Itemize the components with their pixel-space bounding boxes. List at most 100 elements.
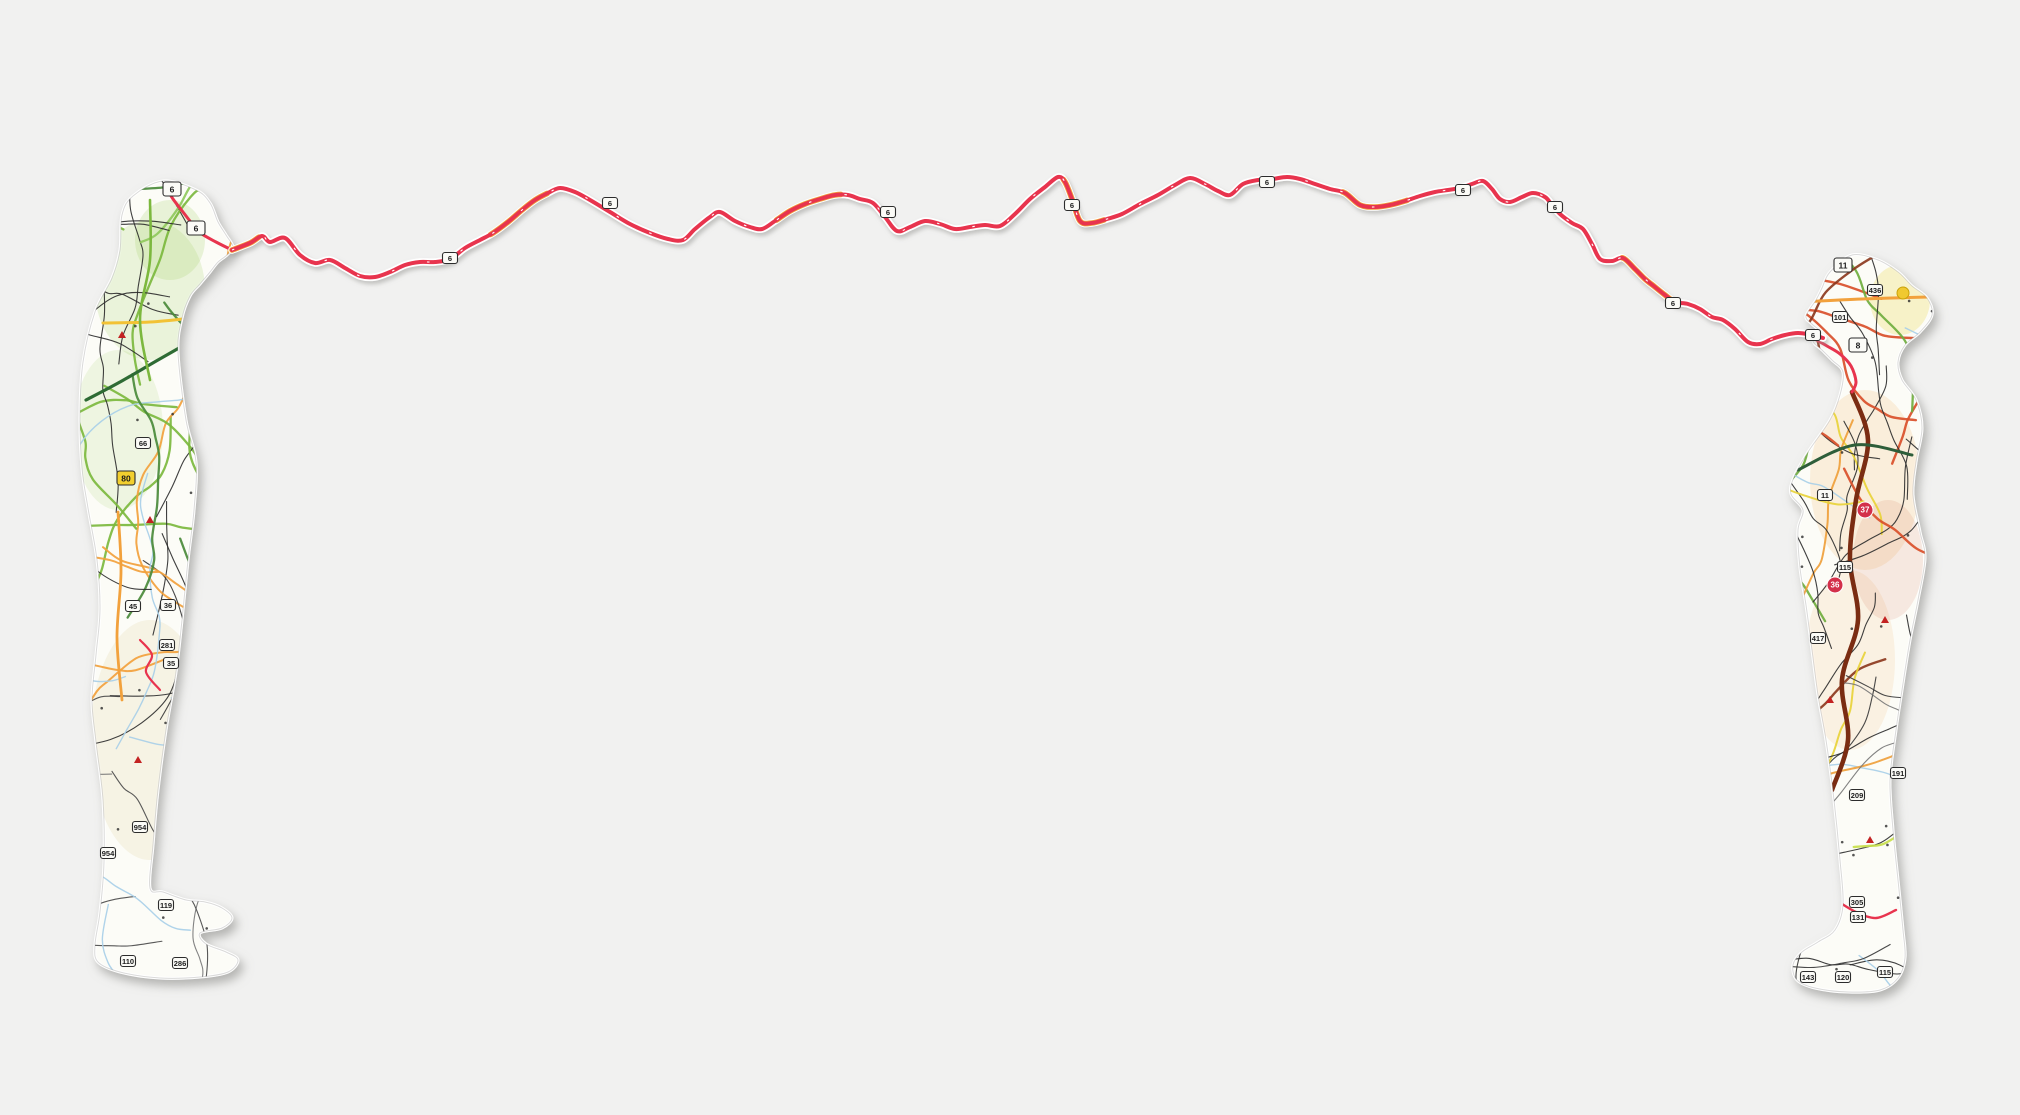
town-dot-icon xyxy=(1886,843,1889,847)
map-road xyxy=(203,285,239,406)
map-road xyxy=(1790,514,1833,649)
map-road xyxy=(1812,436,1913,603)
town-dot-icon xyxy=(1903,365,1906,369)
route-shield-label: 6 xyxy=(886,208,890,217)
route-shield: 281 xyxy=(158,638,176,652)
map-tint-area xyxy=(79,350,163,510)
route-shield: 286 xyxy=(171,956,189,970)
route-shield: 6 xyxy=(1664,296,1682,310)
right-figure-cut-edge xyxy=(1789,254,1933,993)
town-dot-icon xyxy=(161,916,165,919)
route-shield: 80 xyxy=(116,470,136,486)
map-road xyxy=(213,692,239,797)
map-road xyxy=(170,697,239,801)
map-road xyxy=(1790,894,1795,993)
map-road xyxy=(1886,991,1932,993)
map-road xyxy=(101,546,239,620)
map-road xyxy=(79,895,136,979)
route-shield-label: 6 xyxy=(1553,203,1557,212)
route-shield: 115 xyxy=(1876,965,1894,979)
map-road xyxy=(115,472,161,750)
route-shield-label: 45 xyxy=(129,602,137,611)
route-shield: 209 xyxy=(1848,788,1866,802)
map-road xyxy=(1915,949,1933,993)
map-road xyxy=(1790,394,1817,482)
map-road xyxy=(1790,852,1793,993)
map-road xyxy=(191,711,239,798)
town-dot-icon xyxy=(232,896,236,899)
map-road xyxy=(1790,379,1840,447)
poi-triangle-icon xyxy=(1866,836,1874,843)
map-road xyxy=(118,180,144,365)
town-dot-icon xyxy=(147,302,150,305)
route-shield-label: 11 xyxy=(1821,491,1829,500)
route-shield-label: 101 xyxy=(1834,313,1847,322)
town-dot-icon xyxy=(1801,535,1804,539)
town-dot-icon xyxy=(136,418,139,422)
map-major-road xyxy=(1811,336,1858,394)
town-dot-icon xyxy=(1852,853,1855,857)
route-shield: 11 xyxy=(1816,488,1834,502)
route-shield-label: 6 xyxy=(194,224,199,234)
map-major-road xyxy=(138,638,162,692)
map-road xyxy=(79,205,94,425)
right-figure-map-texture xyxy=(1790,254,1933,993)
map-major-road xyxy=(1796,443,1914,472)
route-shield: 954 xyxy=(99,846,117,860)
route-shield-label: 115 xyxy=(1839,563,1851,572)
town-dot-icon xyxy=(241,202,244,205)
route-shield: 11 xyxy=(1833,257,1853,273)
map-road xyxy=(126,373,161,619)
route-shield: 191 xyxy=(1889,766,1907,780)
map-road xyxy=(139,180,219,189)
town-dot-icon xyxy=(189,491,193,495)
route-shield: 6 xyxy=(1454,183,1472,197)
town-dot-icon xyxy=(1896,896,1900,899)
town-dot-icon xyxy=(1835,967,1838,971)
town-dot-icon xyxy=(138,688,141,692)
map-road xyxy=(232,263,239,368)
map-road xyxy=(1790,565,1792,619)
map-road xyxy=(1790,386,1871,519)
map-road xyxy=(226,241,239,522)
map-road xyxy=(1904,327,1933,493)
route-shield: 6 xyxy=(1804,328,1822,342)
town-dot-icon xyxy=(82,883,86,887)
town-dot-icon xyxy=(171,412,174,416)
map-road xyxy=(79,885,90,953)
map-road xyxy=(1849,959,1933,993)
route-shield-label: 6 xyxy=(170,185,175,195)
town-dot-icon xyxy=(243,759,246,762)
map-road xyxy=(79,520,160,574)
map-road xyxy=(188,861,221,979)
map-road xyxy=(1790,290,1918,422)
route-shield-label: 6 xyxy=(1265,178,1269,187)
map-major-road xyxy=(115,510,124,702)
route-shield-label: 6 xyxy=(1461,186,1465,195)
town-dot-icon xyxy=(105,262,109,266)
route-shield-label: 417 xyxy=(1812,634,1825,643)
map-tint-area xyxy=(1853,500,1923,620)
town-dot-icon xyxy=(1870,356,1874,359)
route-shield-label: 954 xyxy=(134,823,147,832)
map-major-road xyxy=(138,198,153,382)
town-dot-icon xyxy=(1928,352,1932,355)
map-road xyxy=(1790,384,1842,585)
route-shield: 6 xyxy=(1258,175,1276,189)
town-dot-icon xyxy=(1907,299,1911,303)
town-dot-icon xyxy=(1850,627,1854,631)
route-marker-circle: 37 xyxy=(1856,501,1874,519)
left-figure-map-texture xyxy=(79,180,246,979)
map-tint-area xyxy=(95,220,205,360)
map-road xyxy=(79,747,113,805)
map-road xyxy=(1790,254,1796,343)
map-road xyxy=(131,180,239,386)
route-shield-label: 8 xyxy=(1856,341,1861,351)
town-dot-icon xyxy=(116,827,120,831)
town-dot-icon xyxy=(1906,534,1910,537)
route-shield: 66 xyxy=(134,436,152,450)
map-road xyxy=(79,834,192,931)
map-road xyxy=(179,537,239,743)
connecting-road xyxy=(228,173,1827,348)
